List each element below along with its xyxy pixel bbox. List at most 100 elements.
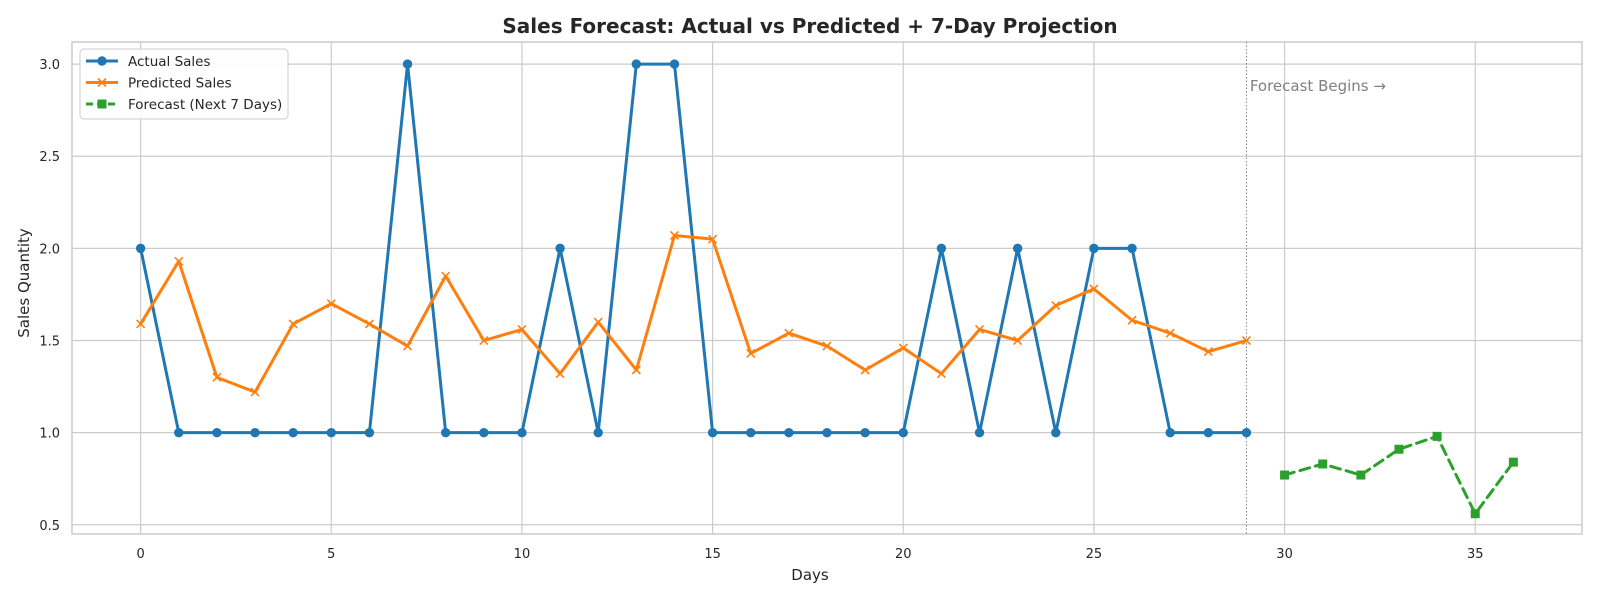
data-point (440, 427, 451, 438)
legend-box (79, 48, 289, 120)
x-marker-stroke (1013, 335, 1023, 346)
chart-title: Sales Forecast: Actual vs Predicted + 7-… (502, 14, 1117, 38)
forecast-begins-annotation: Forecast Begins → (1250, 77, 1386, 95)
data-point (212, 427, 222, 438)
x-marker-stroke (746, 348, 756, 358)
y-tick-label: 3.0 (39, 58, 60, 73)
x-marker-stroke (1127, 315, 1137, 325)
x-marker-stroke (97, 77, 107, 88)
series-predicted-sales (136, 230, 1252, 397)
data-point (669, 230, 680, 241)
data-point (1012, 243, 1023, 254)
data-point (136, 319, 146, 329)
x-tick-label: 5 (327, 547, 335, 562)
series-line (139, 233, 1248, 394)
data-point (364, 427, 375, 438)
data-point (402, 59, 413, 69)
x-tick-label: 35 (1467, 547, 1484, 562)
data-point (784, 328, 794, 338)
data-point (708, 234, 718, 244)
data-point (288, 427, 298, 438)
y-tick-label: 1.5 (39, 335, 60, 350)
legend-entry: Predicted Sales (86, 76, 232, 92)
x-tick-label: 10 (514, 547, 531, 562)
series-forecast-next-7-days (1280, 431, 1518, 519)
data-point (669, 59, 680, 69)
y-tick-label: 1.0 (39, 427, 60, 442)
x-marker-stroke (936, 369, 946, 379)
legend: Actual Sales Predicted Sales Forecast (Nex… (79, 48, 289, 120)
x-marker-stroke (1089, 284, 1099, 294)
x-marker-stroke (441, 271, 451, 281)
data-point (1127, 243, 1137, 254)
data-point (1165, 328, 1175, 338)
legend-marker (97, 99, 107, 109)
data-point (364, 319, 374, 329)
data-point (479, 427, 489, 438)
data-point (707, 427, 718, 438)
x-marker-stroke (250, 387, 260, 397)
x-marker-stroke (1241, 335, 1252, 346)
y-tick-label: 2.5 (39, 150, 60, 165)
data-point (1089, 284, 1099, 294)
x-marker-stroke (212, 372, 222, 382)
data-point (517, 324, 527, 335)
data-point (1241, 427, 1252, 438)
x-tick-label: 20 (895, 547, 912, 562)
data-point (174, 256, 184, 266)
x-marker-stroke (974, 324, 985, 335)
data-point (1127, 315, 1137, 325)
data-point (860, 365, 870, 375)
x-marker-stroke (1203, 347, 1213, 357)
data-point (593, 317, 603, 327)
x-axis-label: Days (791, 566, 829, 584)
x-tick-label: 15 (704, 547, 721, 562)
y-tick-label: 0.5 (39, 519, 60, 534)
plot-frame (71, 41, 1583, 535)
plot-area: 0 5 10 15 20 25 30 35 0.5 1.0 1.5 2.0 2.5 3.0 Forecast… (39, 41, 1583, 562)
x-tick-label: 25 (1086, 547, 1103, 562)
x-marker-stroke (517, 324, 527, 335)
legend-marker (97, 77, 107, 88)
x-tick-label: 0 (136, 547, 144, 562)
x-marker-stroke (898, 343, 908, 353)
data-point (517, 427, 527, 438)
data-point (936, 369, 946, 379)
data-point (441, 271, 451, 281)
data-point (1356, 470, 1366, 480)
data-point (784, 427, 794, 438)
data-point (1280, 470, 1290, 480)
data-point (1432, 431, 1442, 441)
data-point (479, 335, 489, 346)
data-point (974, 324, 985, 335)
x-marker-stroke (402, 341, 413, 351)
data-point (898, 427, 908, 438)
data-point (1470, 509, 1480, 519)
x-marker-stroke (136, 319, 146, 329)
x-marker-stroke (326, 299, 336, 309)
legend-entry: Actual Sales (86, 54, 211, 70)
data-point (936, 243, 947, 254)
data-point (326, 299, 336, 309)
data-point (1089, 243, 1099, 254)
x-marker-stroke (631, 365, 641, 375)
x-marker-stroke (174, 256, 184, 266)
legend-label: Actual Sales (128, 54, 211, 70)
data-point (1203, 347, 1213, 357)
x-marker-stroke (669, 230, 680, 241)
series-line (139, 62, 1248, 435)
data-point (631, 365, 641, 375)
data-point (555, 243, 565, 254)
data-point (898, 343, 908, 353)
data-point (1394, 444, 1404, 454)
x-marker-stroke (822, 341, 832, 351)
data-point (174, 427, 184, 438)
x-marker-stroke (1051, 300, 1061, 311)
x-marker-stroke (288, 319, 298, 329)
data-point (555, 369, 565, 379)
data-point (822, 341, 832, 351)
x-marker-stroke (593, 317, 603, 327)
data-point (631, 59, 642, 69)
data-point (1051, 427, 1061, 438)
legend-label: Predicted Sales (128, 76, 232, 92)
